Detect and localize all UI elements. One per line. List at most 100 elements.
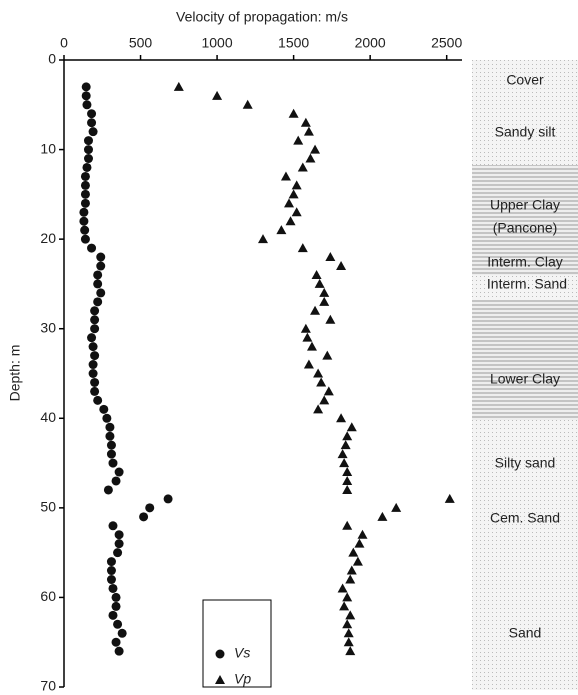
point <box>81 82 91 92</box>
triangle-point <box>285 216 296 226</box>
point <box>93 279 103 289</box>
point <box>108 610 118 620</box>
layer-label: Silty sand <box>495 455 556 471</box>
point <box>108 521 118 531</box>
point <box>114 530 124 540</box>
layer-label: Lower Clay <box>490 371 560 387</box>
point <box>90 351 100 361</box>
point <box>111 601 121 611</box>
point <box>145 503 155 513</box>
triangle-point <box>342 484 353 494</box>
point <box>96 288 106 298</box>
triangle-point <box>336 261 347 271</box>
triangle-point <box>339 601 350 611</box>
x-axis-title: Velocity of propagation: m/s <box>176 9 348 25</box>
point <box>111 476 121 486</box>
layer-label: (Pancone) <box>493 220 558 236</box>
layer-label: Sand <box>509 625 542 641</box>
point <box>79 207 89 217</box>
triangle-point <box>311 269 322 279</box>
triangle-point <box>343 637 354 647</box>
triangle-point <box>173 81 184 91</box>
triangle-point <box>337 449 348 459</box>
layer <box>472 60 578 103</box>
triangle-point <box>391 502 402 512</box>
layer-label: Upper Clay <box>490 197 560 213</box>
layer-label: Cem. Sand <box>490 510 560 526</box>
triangle-point <box>342 520 353 530</box>
point <box>82 100 92 110</box>
triangle-point <box>303 359 314 369</box>
y-tick-label: 50 <box>40 499 56 515</box>
triangle-point <box>342 467 353 477</box>
point <box>83 136 93 146</box>
layer-label: Sandy silt <box>495 124 556 140</box>
point <box>163 494 173 504</box>
point <box>87 333 97 343</box>
point <box>90 386 100 396</box>
triangle-point <box>300 323 311 333</box>
triangle-point <box>310 305 321 315</box>
legend-label: Vs <box>234 645 250 661</box>
triangle-point <box>325 314 336 324</box>
point <box>106 440 116 450</box>
triangle-point <box>343 628 354 638</box>
triangle-point <box>345 610 356 620</box>
triangle-point <box>319 296 330 306</box>
x-tick-label: 500 <box>129 35 153 51</box>
point <box>114 539 124 549</box>
point <box>90 377 100 387</box>
triangle-point <box>306 341 317 351</box>
point <box>111 637 121 647</box>
point <box>82 162 92 172</box>
triangle-point <box>354 538 365 548</box>
point <box>114 646 124 656</box>
point <box>215 649 225 659</box>
layer-label: Interm. Clay <box>487 254 562 270</box>
layer <box>472 252 578 275</box>
triangle-point <box>297 162 308 172</box>
triangle-point <box>348 547 359 557</box>
point <box>90 324 100 334</box>
layer-label: Cover <box>506 72 544 88</box>
triangle-point <box>284 198 295 208</box>
triangle-point <box>444 493 455 503</box>
triangle-point <box>276 225 287 235</box>
point <box>114 467 124 477</box>
point <box>88 127 98 137</box>
point <box>108 458 118 468</box>
point <box>105 422 115 432</box>
triangle-point <box>336 413 347 423</box>
x-tick-label: 1000 <box>201 35 232 51</box>
triangle-point <box>316 377 327 387</box>
point <box>87 118 97 128</box>
point <box>113 548 123 558</box>
layer <box>472 500 578 537</box>
point <box>106 449 116 459</box>
point <box>88 342 98 352</box>
point <box>80 189 90 199</box>
point <box>80 180 90 190</box>
point <box>106 557 116 567</box>
point <box>80 171 90 181</box>
point <box>87 243 97 253</box>
triangle-point <box>302 332 313 342</box>
triangle-point <box>300 117 311 127</box>
point <box>111 592 121 602</box>
layer <box>472 300 578 420</box>
layer <box>472 420 578 500</box>
triangle-point <box>288 189 299 199</box>
point <box>93 270 103 280</box>
triangle-point <box>345 646 356 656</box>
point <box>106 575 116 585</box>
point <box>80 234 90 244</box>
point <box>80 198 90 208</box>
point <box>96 252 106 262</box>
triangle-point <box>322 350 333 360</box>
layer <box>472 103 578 165</box>
point <box>88 369 98 378</box>
y-tick-label: 70 <box>40 678 56 694</box>
triangle-point <box>342 592 353 602</box>
triangle-point <box>325 252 336 262</box>
triangle-point <box>293 135 304 145</box>
